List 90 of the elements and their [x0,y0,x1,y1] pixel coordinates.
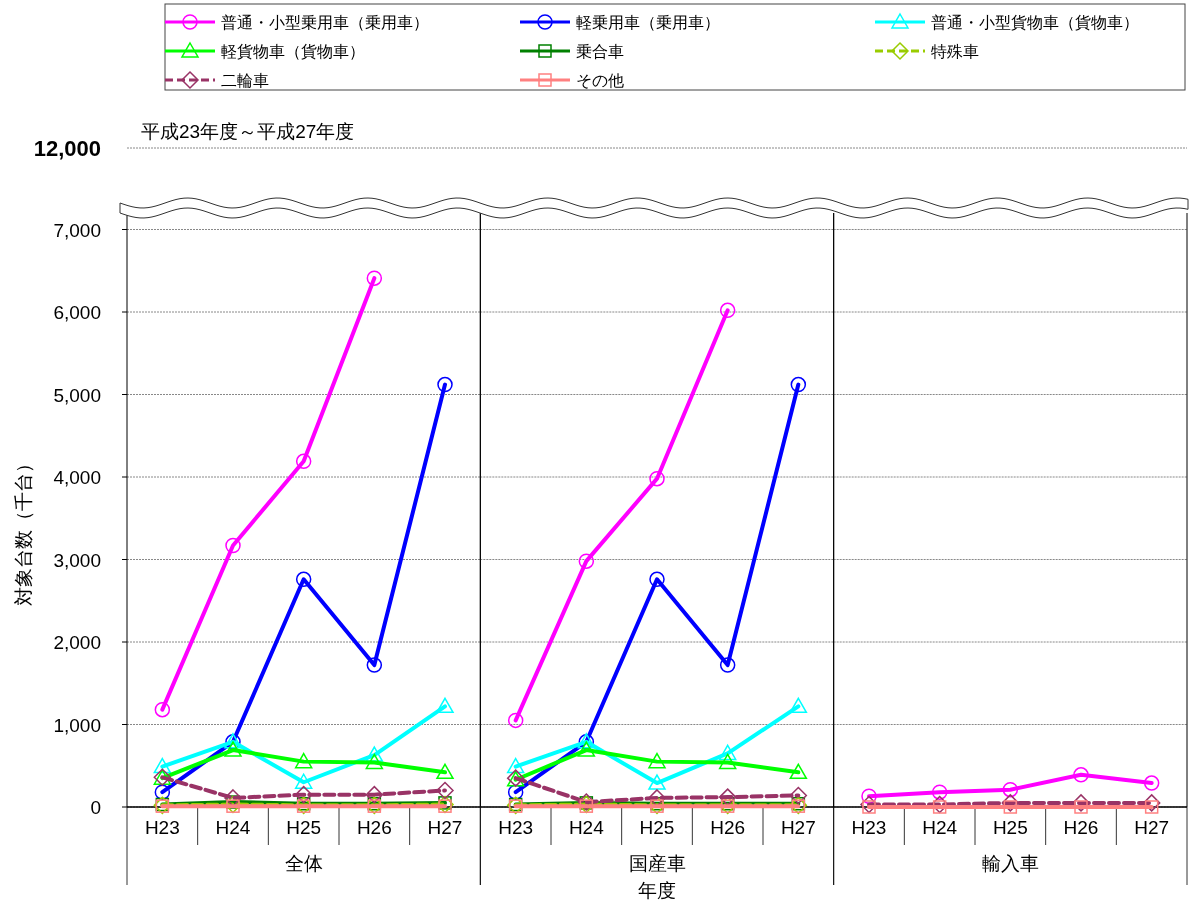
point [1073,767,1089,783]
x-tick-label: H23 [851,817,887,838]
point [718,744,737,761]
x-tick-label: H27 [427,817,463,838]
text: 年度 [638,880,676,901]
x-tick-label: H25 [639,817,675,838]
point [294,785,313,804]
x-tick-label: H27 [780,817,816,838]
point [294,752,313,769]
x-tick-label: H26 [356,817,392,838]
y-tick-label: 5,000 [53,384,101,406]
y-tick-label: 0 [90,797,101,818]
text: 12,000 [33,136,101,161]
point [294,773,313,789]
point [1143,775,1160,791]
point [366,270,383,286]
point [1003,800,1018,814]
point [1074,800,1088,814]
point [790,376,807,393]
point [436,763,454,780]
point [860,795,878,814]
point [719,657,736,673]
legend-label: 二輪車 [221,72,269,89]
point [153,757,172,774]
y-tick-label: 3,000 [53,549,101,571]
x-axis-title: 全体 [284,853,323,874]
legend-label: 軽乗用車（乗用車） [576,14,720,31]
point [507,712,524,729]
point [154,701,171,718]
point [295,571,312,588]
legend-label: 普通・小型貨物車（貨物車） [931,14,1139,31]
point [224,789,242,807]
point [154,784,171,800]
point [225,537,241,554]
text: 平成23年度～平成27年度 [141,121,355,142]
legend-label: 特殊車 [931,43,979,60]
legend-label: 軽貨物車（貨物車） [221,43,365,60]
x-axis-title: 国産車 [628,853,686,874]
point [1001,794,1020,812]
x-tick-label: H23 [498,817,534,838]
point [436,697,454,714]
point [507,784,524,800]
point [718,753,737,770]
y-tick-label: 1,000 [53,714,101,736]
x-tick-label: H26 [710,817,746,838]
y-axis-title: 対象台数（千台） [13,454,34,606]
y-tick-label: 4,000 [53,467,101,488]
point [719,302,736,319]
y-tick-label: 6,000 [53,302,101,323]
point [932,800,947,814]
point [718,788,737,806]
x-tick-label: H25 [992,817,1028,838]
point [931,784,948,800]
x-tick-label: H24 [922,817,958,838]
point [366,657,383,673]
point [648,774,666,790]
x-tick-label: H26 [1063,817,1099,838]
point [577,741,596,757]
y-tick-label: 2,000 [53,632,101,653]
point [365,785,384,804]
point [224,741,242,757]
x-tick-label: H24 [568,817,605,838]
point [649,571,665,588]
point [295,453,312,470]
point [506,757,525,774]
point [789,763,808,780]
x-tick-label: H27 [1134,817,1170,838]
y-tick-label: 7,000 [53,219,101,241]
point [649,470,665,487]
point [648,789,666,807]
legend-label: 普通・小型乗用車（乗用車） [221,14,429,31]
x-tick-label: H23 [144,817,180,838]
point [1142,794,1161,812]
legend-label: 乗合車 [576,43,624,60]
legend-label: その他 [576,72,624,89]
point [861,788,877,805]
point [436,795,454,814]
point [789,697,808,714]
x-tick-label: H24 [215,817,251,838]
point [789,786,808,805]
point [648,752,666,769]
point [1144,800,1159,814]
point [1002,781,1019,798]
point [365,753,384,770]
x-axis-title: 輸入車 [981,853,1039,874]
point [224,795,242,814]
x-tick-label: H25 [286,817,322,838]
point [436,781,454,800]
point [437,376,453,393]
point [578,553,595,569]
